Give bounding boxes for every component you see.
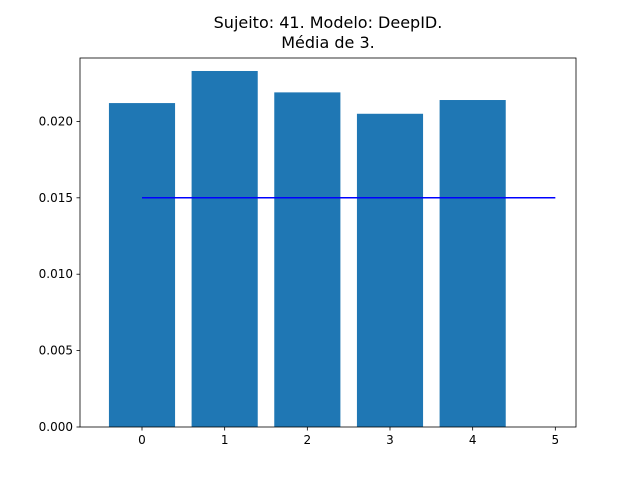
x-tick-label-0: 0: [138, 433, 146, 447]
x-tick-label-4: 4: [469, 433, 477, 447]
x-tick-label-5: 5: [552, 433, 560, 447]
y-tick-label-0.015: 0.015: [39, 191, 73, 205]
y-tick-label-0.020: 0.020: [39, 114, 73, 128]
bar-0: [108, 103, 176, 428]
x-tick-label-1: 1: [221, 433, 229, 447]
y-tick-label-0.010: 0.010: [39, 267, 73, 281]
bar-2: [274, 92, 341, 428]
chart-title-line-1: Sujeito: 41. Modelo: DeepID.: [214, 13, 443, 32]
bar-4: [439, 100, 506, 428]
plot-area: 0 1 2 3 4 5 0.000 0.005 0.010 0.015 0.020: [39, 57, 577, 447]
y-tick-label-0.000: 0.000: [39, 420, 73, 434]
bar-3: [356, 113, 424, 427]
chart-title-line-2: Média de 3.: [281, 33, 375, 52]
axes-frame: [79, 57, 577, 428]
x-tick-label-3: 3: [386, 433, 394, 447]
bar-1: [191, 70, 258, 427]
x-tick-label-2: 2: [304, 433, 312, 447]
y-tick-label-0.005: 0.005: [39, 344, 73, 358]
